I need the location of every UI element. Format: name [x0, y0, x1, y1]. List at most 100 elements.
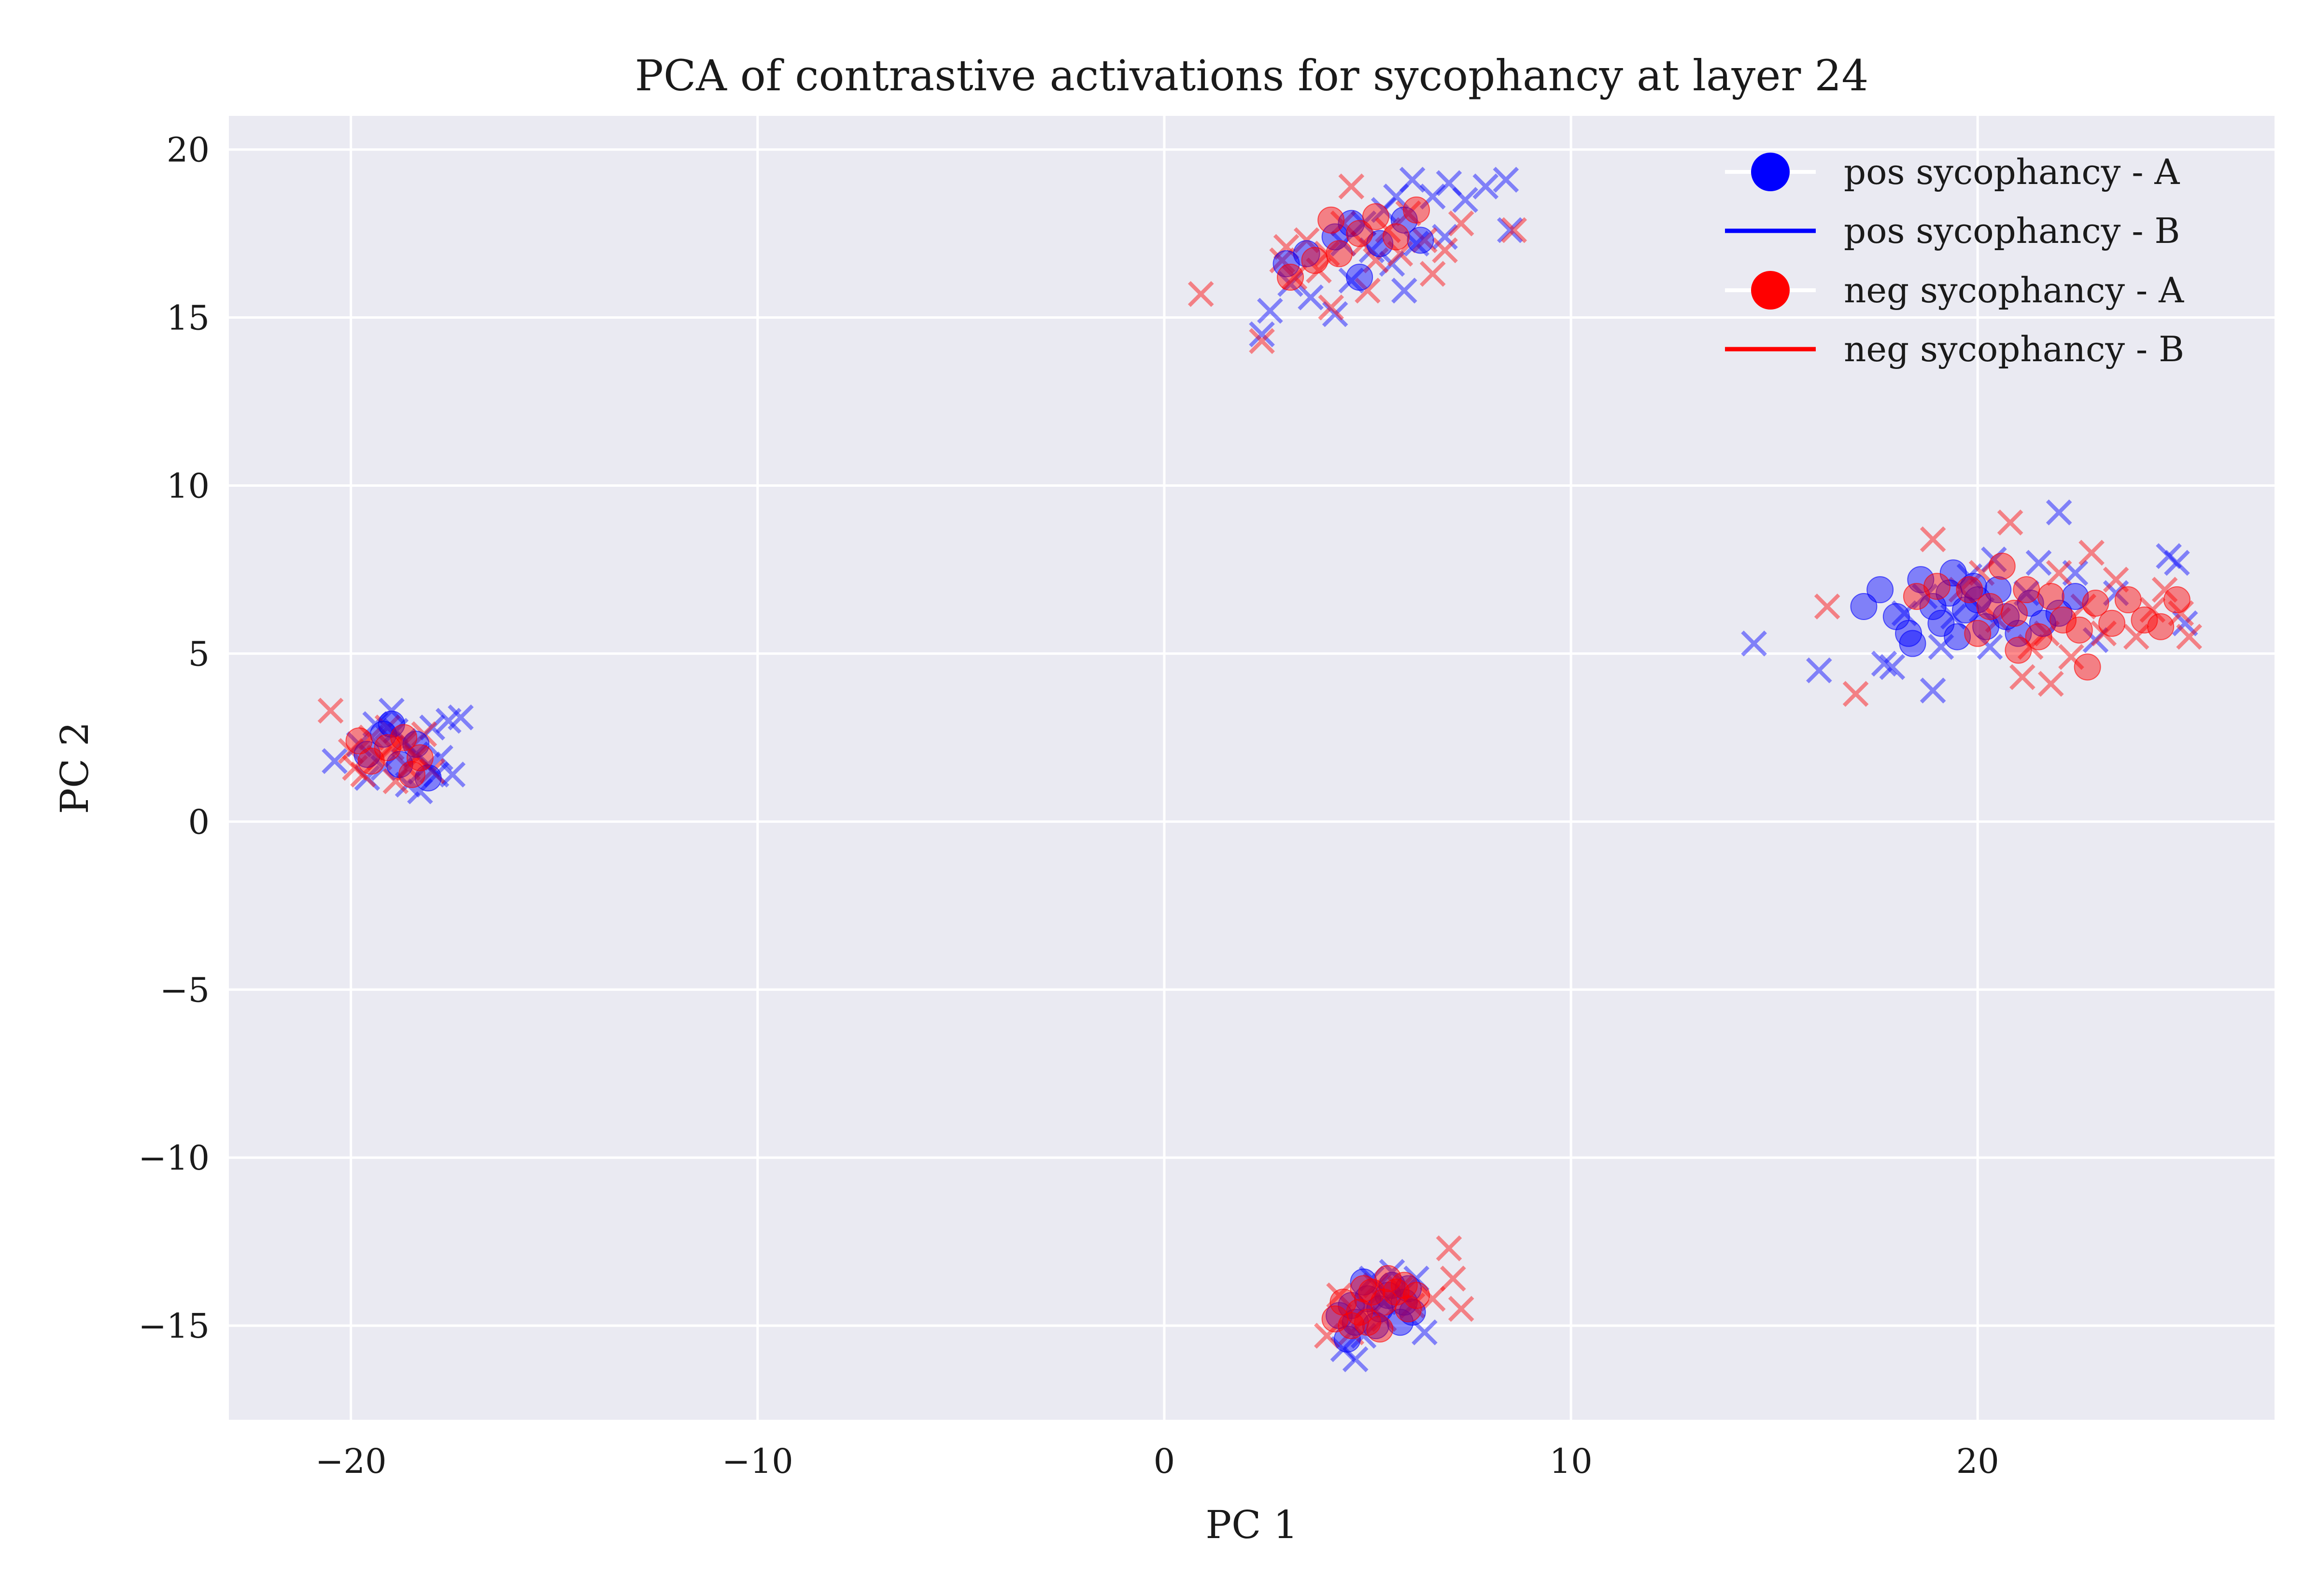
- scatter-point: [2025, 623, 2052, 650]
- series-2: [353, 206, 2089, 1353]
- scatter-point: [1363, 247, 1389, 274]
- scatter-point: [1358, 237, 1385, 264]
- scatter-point: [1927, 609, 1955, 637]
- scatter-point: [1249, 321, 1275, 348]
- scatter-point: [2176, 623, 2202, 650]
- scatter-point: [1448, 210, 1474, 237]
- scatter-point: [1419, 261, 1446, 287]
- legend-item-neg-a: neg sycophancy - A: [1725, 270, 2184, 311]
- scatter-point: [2163, 586, 2191, 614]
- scatter-point: [1395, 200, 1422, 226]
- scatter-point: [2074, 653, 2101, 681]
- scatter-point: [2164, 550, 2190, 576]
- scatter-point: [1306, 257, 1332, 283]
- series-1: [317, 173, 2202, 1349]
- scatter-point: [1281, 264, 1308, 290]
- scatter-point: [1850, 593, 1878, 620]
- scatter-point: [2172, 610, 2198, 636]
- scatter-point: [390, 724, 418, 751]
- scatter-point: [1326, 240, 1353, 268]
- scatter-point: [357, 748, 385, 775]
- y-tick-label: 20: [167, 130, 210, 170]
- scatter-point: [1382, 223, 1410, 251]
- scatter-point: [423, 762, 450, 788]
- data-points: [317, 167, 2202, 1372]
- scatter-point: [1371, 1306, 1397, 1332]
- scatter-point: [382, 768, 409, 794]
- scatter-point: [342, 755, 368, 781]
- scatter-point: [1269, 247, 1295, 274]
- scatter-point: [1383, 184, 1409, 210]
- scatter-point: [1321, 1305, 1349, 1333]
- legend-item-neg-b: neg sycophancy - B: [1725, 329, 2184, 369]
- scatter-point: [1432, 237, 1458, 264]
- y-tick-label: 5: [188, 634, 210, 674]
- scatter-point: [1277, 264, 1304, 291]
- scatter-point: [1871, 650, 1897, 677]
- scatter-point: [406, 744, 434, 772]
- scatter-point: [1985, 607, 2011, 633]
- scatter-point: [439, 762, 466, 788]
- scatter-point: [1298, 284, 1324, 311]
- scatter-point: [407, 778, 433, 805]
- scatter-point: [1501, 217, 1527, 243]
- legend-marker-neg-a: [1751, 271, 1790, 310]
- scatter-point: [1497, 217, 1523, 243]
- scatter-point: [1350, 210, 1377, 237]
- scatter-point: [1452, 187, 1478, 213]
- x-axis-label: PC 1: [1205, 1502, 1298, 1547]
- scatter-point: [2114, 586, 2142, 614]
- y-tick-label: 0: [188, 802, 210, 842]
- scatter-point: [2037, 583, 2064, 610]
- scatter-point: [2046, 560, 2072, 586]
- scatter-point: [1432, 224, 1458, 250]
- scatter-point: [2082, 590, 2109, 617]
- scatter-point: [1879, 654, 1906, 680]
- scatter-point: [2005, 636, 2032, 664]
- scatter-point: [345, 727, 373, 755]
- scatter-point: [1919, 593, 1947, 620]
- scatter-point: [1346, 220, 1373, 247]
- scatter-point: [1956, 576, 1983, 604]
- scatter-point: [1321, 223, 1349, 251]
- scatter-point: [1976, 593, 2004, 620]
- scatter-point: [448, 704, 474, 731]
- series-0: [322, 167, 2198, 1372]
- scatter-point: [1350, 1275, 1377, 1302]
- scatter-point: [1338, 173, 1365, 199]
- scatter-point: [419, 714, 445, 741]
- scatter-point: [1923, 573, 1951, 600]
- plot-area: [229, 116, 2275, 1420]
- scatter-point: [398, 761, 425, 788]
- scatter-point: [1354, 1309, 1382, 1336]
- scatter-point: [2058, 644, 2084, 670]
- legend: pos sycophancy - A pos sycophancy - B ne…: [1725, 152, 2184, 369]
- scatter-point: [1472, 173, 1499, 199]
- chart-title: PCA of contrastive activations for sycop…: [635, 51, 1869, 100]
- scatter-point: [1366, 230, 1394, 257]
- scatter-point: [2151, 577, 2178, 603]
- x-tick-label: 10: [1550, 1441, 1593, 1481]
- scatter-point: [1419, 184, 1446, 210]
- scatter-point: [2123, 623, 2149, 650]
- scatter-point: [1338, 1319, 1365, 1345]
- scatter-point: [1374, 1265, 1402, 1292]
- scatter-point: [2062, 560, 2089, 586]
- y-axis-label: PC 2: [52, 721, 97, 814]
- y-tick-label: −15: [138, 1306, 210, 1346]
- scatter-point: [2156, 543, 2182, 569]
- scatter-point: [374, 734, 401, 762]
- legend-item-pos-a: pos sycophancy - A: [1725, 152, 2180, 192]
- y-tick-label: 10: [167, 466, 210, 506]
- scatter-point: [354, 765, 381, 791]
- scatter-point: [1399, 167, 1426, 193]
- scatter-point: [1249, 328, 1275, 354]
- scatter-point: [1391, 278, 1417, 304]
- scatter-point: [2001, 599, 2028, 627]
- x-tick-label: −10: [722, 1441, 793, 1481]
- scatter-point: [1322, 301, 1348, 327]
- x-tick-label: 20: [1956, 1441, 1999, 1481]
- scatter-point: [1317, 206, 1345, 234]
